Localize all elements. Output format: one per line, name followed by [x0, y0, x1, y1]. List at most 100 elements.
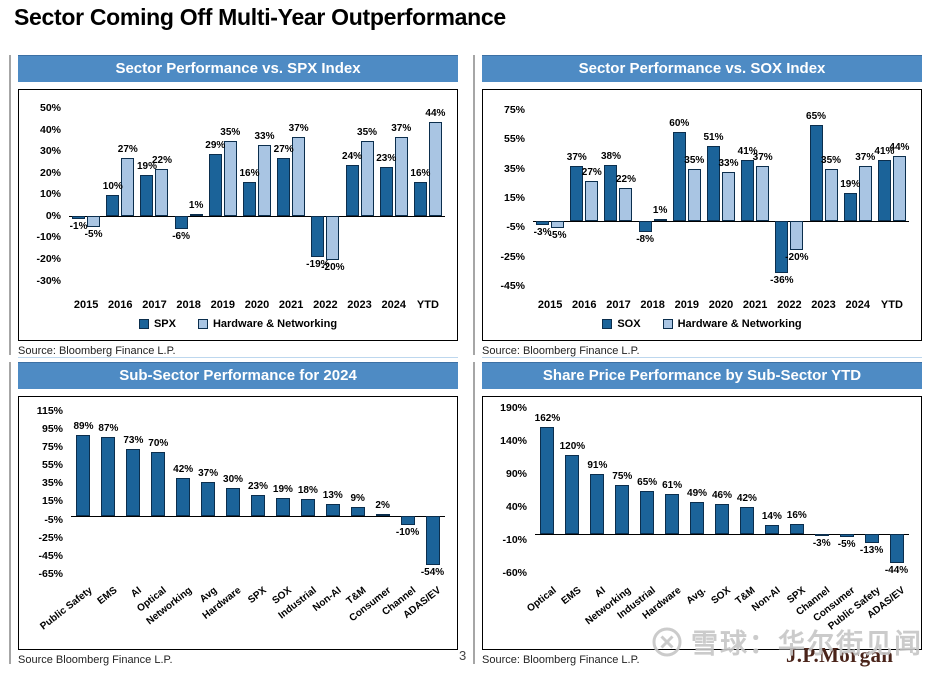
bar-value-label: 35%	[684, 155, 705, 167]
x-category-label: 2020	[708, 299, 734, 311]
y-tick-label: -5%	[506, 221, 525, 234]
bar-value-label: 19%	[840, 178, 861, 190]
y-tick-label: -10%	[36, 231, 61, 244]
bar-value-label: 24%	[342, 150, 363, 162]
y-tick-label: 190%	[500, 402, 527, 415]
bar-value-label: -13%	[859, 544, 884, 556]
y-tick-label: -45%	[500, 280, 525, 293]
x-axis-line	[533, 220, 909, 222]
y-tick-label: -30%	[36, 274, 61, 287]
section-divider	[482, 357, 922, 358]
bar	[858, 166, 872, 221]
x-category-label: 2015	[73, 299, 99, 311]
bar	[690, 501, 705, 535]
chart-section-subsector-2024: Sub-Sector Performance for 2024 115% 95% 7…	[9, 362, 458, 666]
bar	[176, 477, 191, 516]
bar-value-label: 23%	[376, 152, 397, 164]
x-category-label: Optical	[524, 585, 559, 615]
bar-value-label: 41%	[874, 146, 895, 158]
legend-label: SOX	[617, 318, 641, 330]
bar	[413, 181, 427, 217]
bar	[121, 158, 135, 217]
source-note-spx: Source: Bloomberg Finance L.P.	[18, 345, 176, 357]
bar-value-label: -5%	[548, 229, 567, 241]
x-category-label: EMS	[559, 585, 584, 608]
section-accent-line	[9, 362, 11, 664]
bar-value-label: 51%	[703, 131, 724, 143]
bar	[814, 534, 829, 537]
bar-value-label: 29%	[205, 139, 226, 151]
chart-title-sox: Sector Performance vs. SOX Index	[482, 55, 922, 82]
bar	[570, 166, 584, 221]
x-category-label: 2018	[640, 299, 665, 311]
chart-title-spx: Sector Performance vs. SPX Index	[18, 55, 458, 82]
bar-value-label: 35%	[220, 126, 241, 138]
legend-label: Hardware & Networking	[677, 318, 802, 330]
bar	[889, 534, 904, 564]
bar	[360, 140, 374, 217]
bar	[665, 493, 680, 535]
bar	[311, 216, 325, 258]
legend-swatch	[602, 319, 613, 329]
bar	[843, 192, 857, 221]
legend-item: SPX	[138, 318, 176, 330]
bar	[739, 506, 754, 535]
bar-value-label: 46%	[711, 489, 733, 501]
bar-value-label: 10%	[102, 180, 123, 192]
x-category-label: 2016	[108, 299, 133, 311]
bar	[151, 452, 166, 516]
x-category-label: 2017	[142, 299, 167, 311]
y-tick-label: 15%	[41, 495, 63, 508]
x-category-label: 2019	[210, 299, 236, 311]
bar	[72, 216, 86, 219]
bar-value-label: 16%	[239, 167, 260, 179]
bar	[208, 153, 222, 217]
legend-label: SPX	[153, 318, 176, 330]
bar	[425, 515, 440, 565]
bar-value-label: -3%	[812, 538, 831, 550]
bar	[277, 158, 291, 217]
bar	[87, 216, 101, 228]
bar	[326, 216, 340, 260]
y-tick-label: -60%	[502, 567, 527, 580]
chart-legend: SOX Hardware & Networking	[483, 318, 921, 330]
x-category-label: YTD	[880, 299, 903, 311]
bar-value-label: 1%	[188, 200, 204, 212]
bar	[672, 132, 686, 221]
bar	[707, 145, 720, 221]
bar-value-label: 70%	[148, 438, 169, 450]
bar-value-label: 9%	[350, 493, 365, 505]
source-note-subsector-ytd: Source: Bloomberg Finance L.P.	[482, 654, 640, 666]
bar	[790, 220, 804, 250]
chart-section-sox: Sector Performance vs. SOX Index 75% 55% 3…	[473, 55, 922, 357]
bar-value-label: 19%	[272, 484, 293, 496]
bar-value-label: -5%	[84, 229, 103, 241]
legend-swatch	[662, 319, 673, 329]
bar-value-label: 44%	[425, 107, 446, 119]
bar	[536, 220, 550, 225]
chart-section-subsector-ytd: Share Price Performance by Sub-Sector YT…	[473, 362, 922, 666]
bar-value-label: 22%	[615, 174, 636, 186]
bar-value-label: 162%	[534, 413, 561, 425]
x-category-label: 2024	[845, 299, 870, 311]
x-category-label: 2021	[278, 299, 304, 311]
y-tick-label: 30%	[39, 145, 61, 158]
bar	[140, 175, 154, 217]
bar-value-label: 27%	[581, 166, 602, 178]
bar	[251, 494, 265, 516]
bar-value-label: -5%	[837, 539, 856, 551]
x-category-label: Public Safety	[37, 585, 95, 633]
bar-value-label: 37%	[855, 152, 876, 164]
bar-chart-subsector-2024: 115% 95% 75% 55% 35% 15% -5% -25% -45% -65% 89% 87%…	[18, 396, 458, 650]
bar	[715, 503, 729, 535]
bar	[585, 180, 599, 221]
bar-value-label: 1%	[652, 205, 668, 217]
x-category-label: AI	[129, 585, 145, 600]
x-axis-line	[69, 216, 445, 218]
bar-chart-sox: 75% 55% 35% 15% -5% -25% -45% -3% 37% 38% -8% 60% 51…	[482, 89, 922, 341]
bar	[687, 169, 701, 221]
bar-value-label: 75%	[612, 470, 633, 482]
x-category-label: 2024	[381, 299, 406, 311]
x-category-label: Avg.	[684, 585, 708, 607]
bar	[174, 216, 188, 230]
